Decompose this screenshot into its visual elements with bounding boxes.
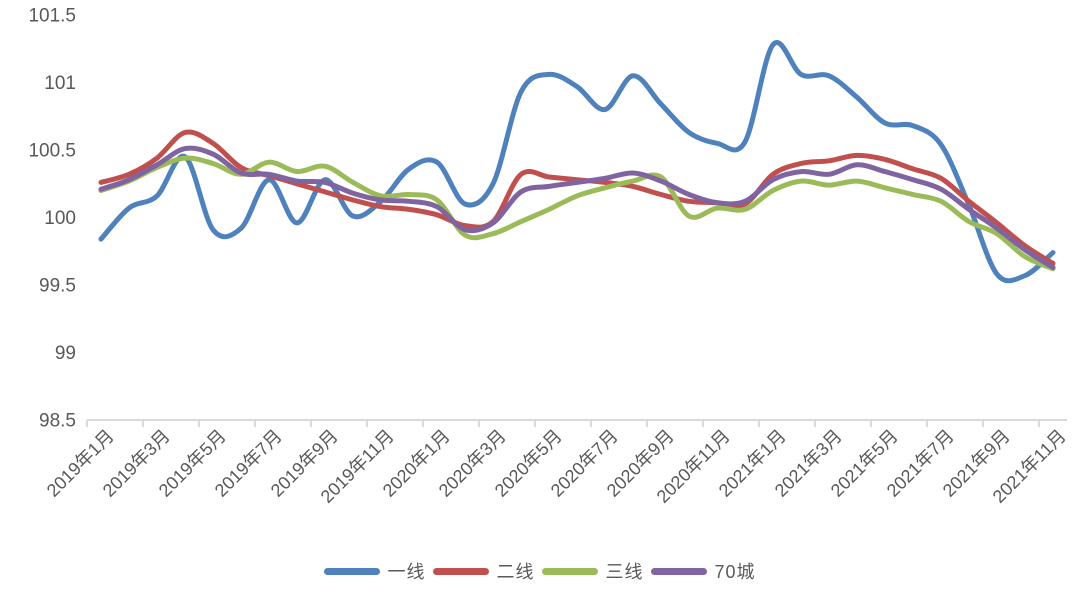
y-axis-tick-label: 101 xyxy=(44,73,76,94)
legend-item-70城: 70城 xyxy=(651,558,755,584)
legend-label: 三线 xyxy=(605,562,644,582)
y-axis-tick-label: 100 xyxy=(44,208,76,229)
legend-item-三线: 三线 xyxy=(542,558,643,584)
legend-swatch-icon xyxy=(651,567,708,575)
legend-swatch-icon xyxy=(433,567,490,575)
legend-item-一线: 一线 xyxy=(324,558,425,584)
legend-label: 一线 xyxy=(387,562,426,582)
y-axis-tick-label: 98.5 xyxy=(39,411,76,432)
y-axis-tick-label: 99.5 xyxy=(39,276,76,297)
series-line-三线 xyxy=(98,155,1056,272)
y-axis-tick-label: 101.5 xyxy=(28,6,76,27)
legend-swatch-icon xyxy=(324,567,381,575)
series-line-一线 xyxy=(98,40,1056,284)
series-line-70城 xyxy=(98,145,1056,270)
y-axis-tick-label: 100.5 xyxy=(28,141,76,162)
legend-label: 70城 xyxy=(714,562,756,582)
legend-label: 二线 xyxy=(496,562,535,582)
legend-swatch-icon xyxy=(542,567,599,575)
chart-legend: 一线 二线 三线 70城 xyxy=(0,558,1080,584)
legend-item-二线: 二线 xyxy=(433,558,534,584)
y-axis-tick-label: 99 xyxy=(55,343,76,364)
